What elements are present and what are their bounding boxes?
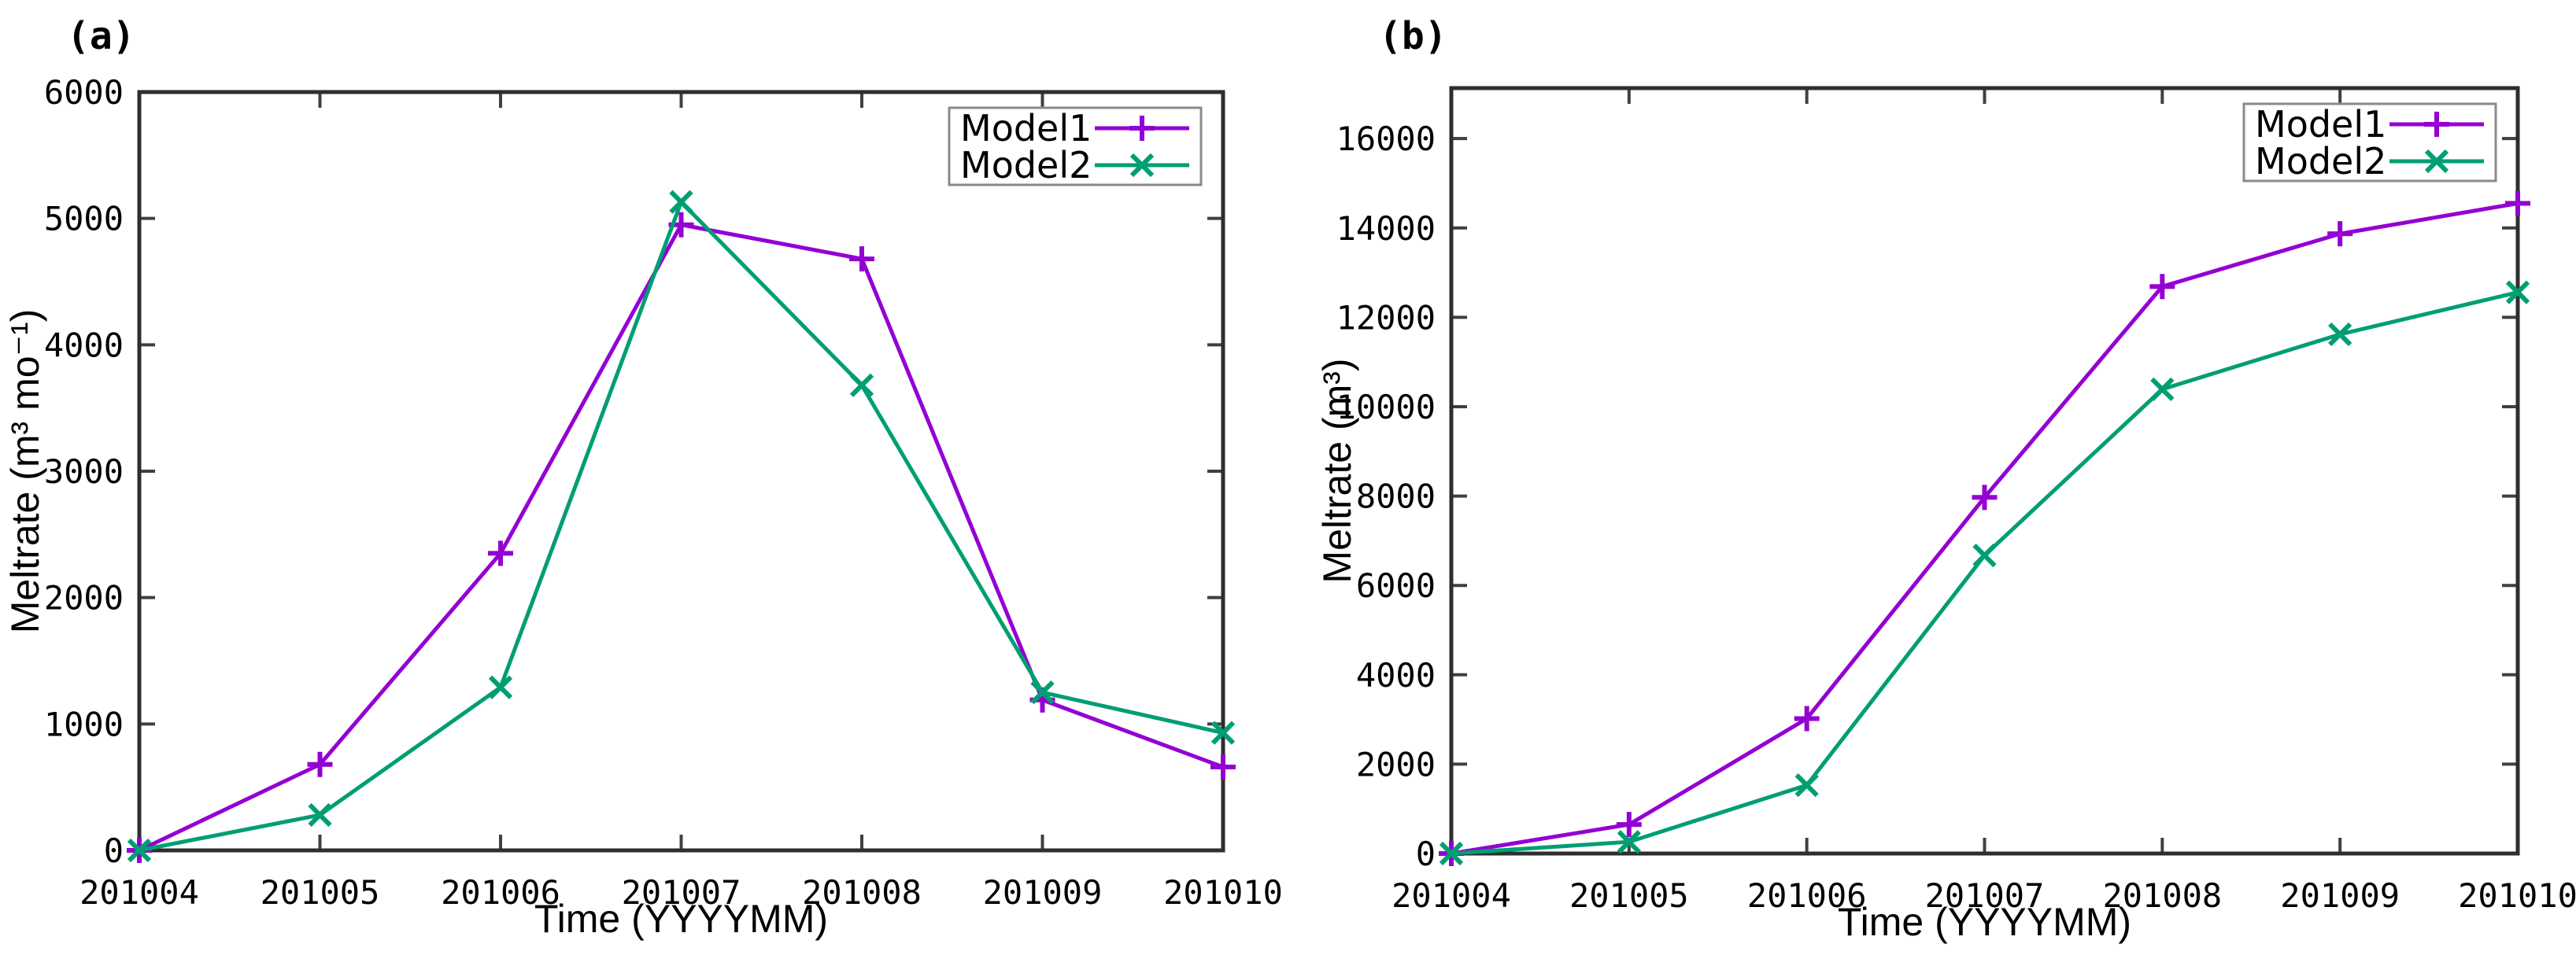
y-axis-ticks: 0 2000 4000 6000 8000 10000 12000 14000 16000	[1336, 120, 2518, 873]
plus-marker	[1972, 485, 1998, 511]
plus-marker	[2149, 274, 2175, 300]
plus-marker	[1794, 706, 1820, 732]
plus-marker	[2327, 221, 2353, 247]
y-tick-label: 1000	[44, 705, 124, 743]
y-tick-label: 0	[1416, 835, 1436, 873]
x-tick-label: 201010	[1163, 873, 1283, 912]
plus-marker	[307, 751, 333, 777]
panel-label-b: (b)	[1379, 14, 1447, 58]
x-tick-label: 201010	[2458, 876, 2576, 915]
y-tick-label: 3000	[44, 452, 124, 491]
cross-marker	[669, 190, 693, 214]
y-tick-label: 12000	[1336, 298, 1436, 337]
y-tick-label: 6000	[1356, 566, 1436, 605]
plus-marker	[2505, 190, 2530, 216]
y-tick-label: 8000	[1356, 478, 1436, 516]
plus-marker	[849, 246, 874, 272]
y-tick-label: 6000	[44, 73, 124, 112]
y-tick-label: 16000	[1336, 120, 1436, 158]
plot-border	[1449, 86, 2520, 856]
plot-border	[137, 90, 1225, 853]
series-model2-markers	[127, 190, 1236, 863]
cross-marker	[1794, 772, 1819, 798]
x-tick-label: 201005	[261, 873, 380, 912]
y-axis-ticks: 0 1000 2000 3000 4000 5000 6000	[44, 73, 1223, 870]
cross-marker	[2150, 377, 2175, 401]
plus-marker	[488, 540, 513, 566]
series-model2-markers	[1439, 280, 2530, 866]
x-tick-label: 201007	[622, 873, 741, 912]
y-tick-label: 4000	[1356, 656, 1436, 695]
panel-label-a: (a)	[67, 14, 135, 58]
cross-marker	[1617, 830, 1641, 854]
x-axis-ticks: 201004 201005 201006 201007 201008 201009 2010…	[1391, 88, 2576, 915]
y-tick-label: 10000	[1336, 388, 1436, 426]
cross-marker	[1439, 841, 1464, 866]
legend-sample-marker	[2424, 149, 2449, 174]
y-tick-label: 4000	[44, 326, 124, 364]
x-tick-label: 201005	[1569, 876, 1689, 915]
x-axis-label: Time (YYYYMM)	[534, 897, 828, 941]
y-axis-label: Meltrate (m³ mo⁻¹)	[3, 309, 47, 634]
series-model1-markers	[1439, 190, 2530, 866]
x-tick-label: 201008	[802, 873, 922, 912]
panel-b: 0200040006000800010000120001400016000201…	[1315, 14, 2576, 944]
series-model1-markers	[127, 212, 1236, 863]
x-tick-label: 201008	[2102, 876, 2222, 915]
legend-box	[2242, 102, 2497, 183]
cross-marker	[488, 675, 513, 699]
legend-label-model2: Model2	[960, 144, 1092, 186]
y-tick-label: 0	[104, 831, 124, 870]
series-model2-line	[139, 198, 1224, 853]
cross-marker	[2328, 322, 2352, 347]
x-axis-ticks: 201004 201005 201006 201007 201008 201009 2010…	[79, 92, 1283, 912]
legend-label-model1: Model1	[960, 107, 1092, 149]
x-axis-label: Time (YYYYMM)	[1838, 900, 2131, 944]
series-model1-line	[138, 222, 1224, 853]
series-model1-line	[1451, 201, 2519, 856]
plus-marker	[1210, 754, 1236, 780]
x-tick-label: 201009	[2280, 876, 2400, 915]
x-tick-label: 201006	[1747, 876, 1867, 915]
cross-marker	[127, 838, 152, 863]
legend-sample-marker	[2424, 112, 2449, 137]
y-axis-label: Meltrate (m³)	[1315, 358, 1359, 583]
legend-box	[948, 106, 1203, 186]
y-tick-label: 5000	[44, 200, 124, 238]
y-tick-label: 14000	[1336, 209, 1436, 248]
legend-label-model1: Model1	[2255, 103, 2386, 146]
cross-marker	[1030, 680, 1055, 705]
legend-label-model2: Model2	[2255, 140, 2386, 183]
plus-marker	[1616, 812, 1642, 838]
cross-marker	[308, 802, 332, 828]
x-tick-label: 201006	[441, 873, 560, 912]
x-tick-label: 201004	[79, 873, 199, 912]
legend-sample-marker	[1129, 153, 1155, 178]
cross-marker	[1210, 721, 1236, 745]
series-model2-line	[1451, 290, 2519, 856]
y-tick-label: 2000	[1356, 745, 1436, 784]
cross-marker	[849, 373, 874, 397]
legend-sample-marker	[1129, 116, 1155, 141]
x-tick-label: 201009	[983, 873, 1103, 912]
cross-marker	[1972, 544, 1997, 568]
y-tick-label: 2000	[44, 579, 124, 618]
x-tick-label: 201004	[1391, 876, 1511, 915]
x-tick-label: 201007	[1925, 876, 2045, 915]
cross-marker	[2505, 280, 2530, 304]
